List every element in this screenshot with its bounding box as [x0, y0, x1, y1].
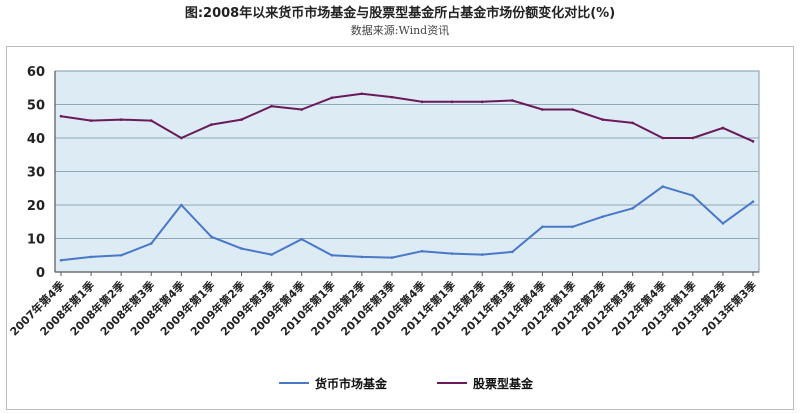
y-tick-label: 50 — [27, 99, 45, 114]
data-point — [210, 235, 213, 239]
data-point — [511, 250, 514, 254]
data-point — [450, 252, 454, 255]
data-point — [541, 108, 544, 111]
data-point — [631, 207, 634, 210]
data-point — [390, 95, 394, 99]
y-tick-label: 0 — [36, 266, 45, 281]
data-point — [180, 203, 183, 207]
data-point — [119, 118, 123, 121]
data-point — [571, 108, 574, 111]
data-point — [240, 247, 243, 250]
data-point — [721, 222, 725, 225]
y-tick-label: 60 — [27, 65, 45, 80]
data-point — [601, 215, 604, 219]
data-point — [210, 123, 213, 126]
chart-title: 图:2008年以来货币市场基金与股票型基金所占基金市场份额变化对比(%) — [184, 6, 616, 21]
data-point — [571, 225, 574, 229]
data-point — [240, 118, 243, 121]
data-point — [270, 104, 273, 108]
chart-source: 数据来源:Wind资讯 — [350, 24, 450, 37]
data-point — [330, 96, 334, 100]
line-chart: 01020304050602007年第4季2008年第1季2008年第2季200… — [7, 65, 760, 391]
data-point — [450, 100, 454, 104]
data-point — [119, 253, 123, 257]
data-point — [691, 194, 695, 197]
y-tick-label: 10 — [27, 233, 45, 248]
data-point — [59, 114, 63, 118]
data-point — [480, 253, 484, 256]
data-point — [330, 253, 334, 257]
y-tick-label: 30 — [27, 166, 45, 181]
data-point — [511, 99, 514, 102]
data-point — [631, 121, 634, 125]
data-point — [420, 100, 424, 104]
series-line-0 — [60, 185, 754, 262]
y-tick-label: 40 — [27, 132, 45, 147]
data-point — [149, 242, 153, 245]
data-point — [390, 256, 394, 259]
data-point — [420, 249, 424, 253]
y-tick-label: 20 — [27, 199, 45, 214]
data-point — [751, 200, 755, 203]
data-point — [300, 108, 303, 111]
data-point — [149, 119, 153, 122]
data-point — [59, 258, 63, 262]
data-point — [270, 253, 273, 256]
data-point — [661, 185, 665, 188]
legend-label-1: 股票型基金 — [473, 376, 534, 391]
data-point — [300, 237, 303, 241]
data-point — [480, 100, 484, 104]
data-point — [360, 255, 364, 259]
data-point — [661, 136, 665, 140]
data-point — [89, 119, 93, 122]
legend-label-0: 货币市场基金 — [315, 376, 388, 391]
data-point — [751, 140, 755, 143]
data-point — [89, 255, 93, 259]
series-line-1 — [60, 92, 754, 143]
data-point — [691, 136, 695, 140]
chart-frame: 0 10 20 30 40 50 60 2007年第4季 2008年第1季 2008年第2季 200… — [6, 46, 794, 410]
data-point — [541, 225, 544, 229]
data-point — [721, 126, 725, 130]
data-point — [360, 92, 364, 96]
data-point — [180, 136, 183, 140]
data-point — [601, 118, 604, 121]
